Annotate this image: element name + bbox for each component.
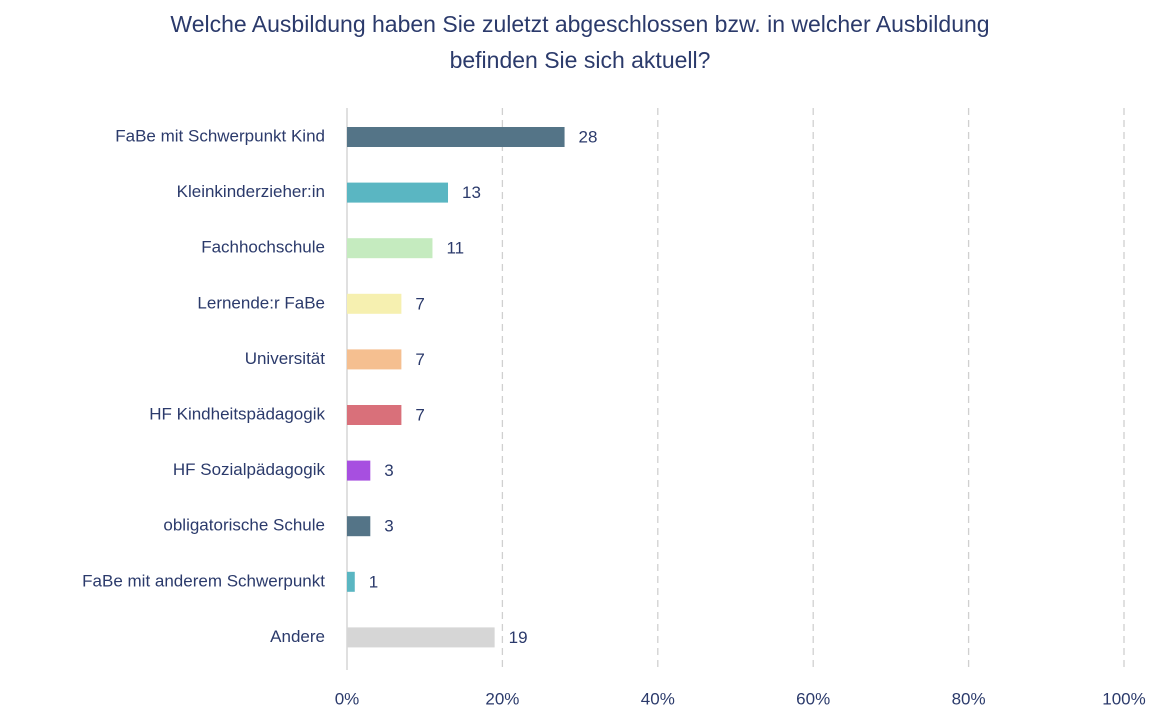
y-tick-label: Kleinkinderzieher:in bbox=[177, 182, 325, 201]
data-label: 7 bbox=[415, 294, 424, 313]
y-tick-label: HF Sozialpädagogik bbox=[173, 460, 326, 479]
x-tick-label: 0% bbox=[335, 689, 360, 708]
x-tick-label: 100% bbox=[1102, 689, 1145, 708]
y-tick-label: obligatorische Schule bbox=[163, 516, 325, 535]
x-tick-label: 80% bbox=[952, 689, 986, 708]
data-label: 3 bbox=[384, 517, 393, 536]
bar bbox=[347, 516, 371, 537]
data-label: 13 bbox=[462, 183, 481, 202]
x-tick-label: 20% bbox=[485, 689, 519, 708]
data-label: 7 bbox=[415, 350, 424, 369]
data-label: 19 bbox=[509, 628, 528, 647]
data-label: 3 bbox=[384, 461, 393, 480]
bar bbox=[347, 460, 371, 481]
bar bbox=[347, 405, 402, 425]
x-tick-label: 60% bbox=[796, 689, 830, 708]
bar bbox=[347, 571, 355, 592]
chart-title: Welche Ausbildung haben Sie zuletzt abge… bbox=[170, 11, 990, 73]
y-tick-label: Fachhochschule bbox=[201, 238, 325, 257]
bar bbox=[347, 238, 433, 259]
y-tick-label: FaBe mit anderem Schwerpunkt bbox=[82, 571, 325, 590]
bar bbox=[347, 182, 449, 203]
x-tick-label: 40% bbox=[641, 689, 675, 708]
data-label: 7 bbox=[415, 405, 424, 424]
y-tick-label: Universität bbox=[245, 349, 326, 368]
data-label: 28 bbox=[579, 127, 598, 146]
bar bbox=[347, 349, 402, 370]
y-tick-label: Andere bbox=[270, 627, 325, 646]
bar bbox=[347, 627, 495, 648]
y-tick-label: Lernende:r FaBe bbox=[197, 293, 325, 312]
y-tick-label: FaBe mit Schwerpunkt Kind bbox=[115, 126, 325, 145]
bar bbox=[347, 293, 402, 314]
y-tick-label: HF Kindheitspädagogik bbox=[149, 404, 325, 423]
data-label: 1 bbox=[369, 572, 378, 591]
data-label: 11 bbox=[446, 239, 464, 258]
bar bbox=[347, 127, 565, 147]
